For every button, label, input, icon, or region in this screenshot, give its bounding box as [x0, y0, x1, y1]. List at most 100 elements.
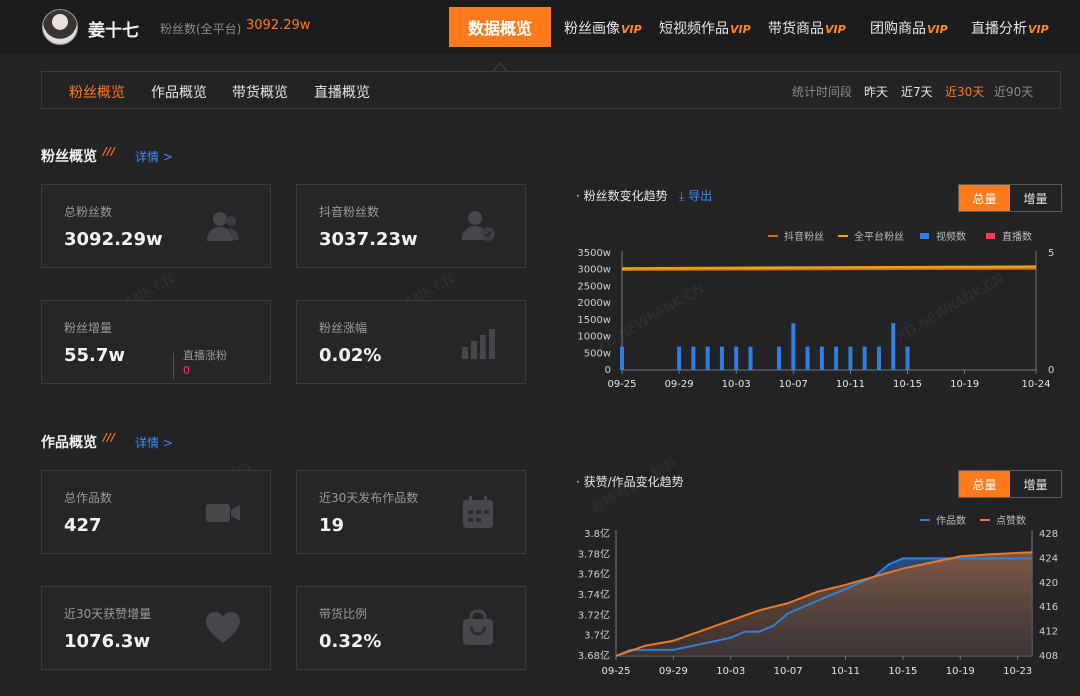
card-label: 抖音粉丝数: [319, 205, 380, 219]
legend-label: 抖音粉丝: [784, 230, 824, 243]
y-tick-label: 3500w: [577, 248, 611, 259]
x-tick-label: 10-07: [779, 379, 808, 390]
toggle-delta[interactable]: 增量: [1023, 191, 1048, 206]
card-value: 427: [64, 515, 102, 536]
toggle-delta[interactable]: 增量: [1023, 477, 1048, 492]
y-tick-label: 1000w: [577, 332, 611, 343]
card-label: 总粉丝数: [64, 205, 113, 219]
top-bar: 姜十七 粉丝数(全平台) 3092.29w 数据概览 粉丝画像VIP 短视频作品…: [0, 0, 1080, 54]
fans-section-title: 粉丝概览: [41, 149, 97, 165]
video-count-bar: [734, 346, 739, 370]
likes-area: [616, 552, 1032, 656]
y-tick-label: 3.78亿: [578, 547, 610, 560]
legend-label: 全平台粉丝: [854, 230, 904, 243]
douyin-fans-line: [621, 267, 1037, 271]
tab-works-overview[interactable]: 作品概览: [151, 85, 207, 101]
y-tick-label: 3.72亿: [578, 608, 610, 621]
nav-short-video[interactable]: 短视频作品VIP: [659, 18, 751, 38]
video-count-bar: [834, 346, 839, 370]
toggle-total[interactable]: 总量: [959, 471, 1010, 497]
card-goods-ratio: 带货比例 0.32%: [296, 586, 526, 670]
works-section-title: 作品概览: [41, 435, 97, 451]
vip-badge: VIP: [927, 23, 948, 36]
x-tick-label: 10-24: [1021, 379, 1050, 390]
y-right-tick-label: 420: [1039, 578, 1058, 589]
fans-label: 粉丝数(全平台): [160, 22, 242, 36]
period-30-days[interactable]: 近30天: [945, 85, 985, 99]
card-label: 总作品数: [64, 491, 113, 505]
nav-fans-portrait[interactable]: 粉丝画像VIP: [564, 18, 642, 38]
period-90-days[interactable]: 近90天: [994, 85, 1034, 99]
nav-label: 粉丝画像: [564, 21, 620, 37]
x-tick-label: 10-23: [1003, 666, 1032, 677]
y-right-tick-label: 428: [1039, 529, 1058, 540]
video-count-bar: [848, 346, 853, 370]
nav-live-analysis[interactable]: 直播分析VIP: [971, 18, 1049, 38]
vip-badge: VIP: [1028, 23, 1049, 36]
nav-group-buy[interactable]: 团购商品VIP: [870, 18, 948, 38]
toggle-total[interactable]: 总量: [959, 185, 1010, 211]
y-tick-label: 3.76亿: [578, 568, 610, 581]
nav-data-overview[interactable]: 数据概览: [449, 7, 551, 47]
section-marks: ///: [103, 145, 116, 158]
works-count-line: [615, 557, 1032, 657]
download-icon: ⤓: [679, 189, 685, 203]
y-tick-label: 1500w: [577, 315, 611, 326]
calendar-icon: [459, 493, 497, 531]
fans-chart-title: · 粉丝数变化趋势: [576, 187, 668, 204]
period-label: 统计时间段: [792, 85, 853, 99]
y-tick-label: 3000w: [577, 265, 611, 276]
y-tick-label: 2000w: [577, 298, 611, 309]
card-label: 近30天获赞增量: [64, 607, 152, 621]
x-tick-label: 10-03: [722, 379, 751, 390]
nav-caret-inner: [493, 64, 507, 72]
legend-label: 视频数: [936, 230, 966, 243]
card-fans-increase: 粉丝增量 55.7w 直播涨粉 0: [41, 300, 271, 384]
x-tick-label: 10-11: [836, 379, 865, 390]
video-count-bar: [805, 346, 810, 370]
y-tick-label: 0: [605, 365, 611, 376]
likes-chart-toggle: 总量 增量: [958, 470, 1062, 498]
nav-label: 带货商品: [768, 21, 824, 37]
y-tick-label: 3.68亿: [578, 649, 610, 662]
fans-detail-link[interactable]: 详情 >: [135, 150, 173, 164]
card-likes-30-days: 近30天获赞增量 1076.3w: [41, 586, 271, 670]
x-tick-label: 09-29: [659, 666, 688, 677]
card-label: 近30天发布作品数: [319, 491, 419, 505]
period-yesterday[interactable]: 昨天: [864, 85, 889, 99]
tab-goods-overview[interactable]: 带货概览: [232, 85, 288, 101]
nav-goods[interactable]: 带货商品VIP: [768, 18, 846, 38]
live-fans-value: 0: [183, 364, 190, 377]
shopping-bag-icon: [459, 609, 497, 647]
title-dot: ·: [576, 189, 584, 203]
card-works-30-days: 近30天发布作品数 19: [296, 470, 526, 554]
tab-fans-overview[interactable]: 粉丝概览: [69, 85, 125, 101]
nav-label: 团购商品: [870, 21, 926, 37]
card-label: 带货比例: [319, 607, 368, 621]
likes-trend-chart: 3.68亿 3.7亿 3.72亿 3.74亿 3.76亿 3.78亿 3.8亿 408 412 4…: [578, 514, 1058, 677]
y-right-tick-label: 416: [1039, 602, 1058, 613]
x-tick-label: 09-25: [601, 666, 630, 677]
export-button[interactable]: ⤓ 导出: [679, 187, 712, 204]
likes-chart-title: · 获赞/作品变化趋势: [576, 473, 684, 490]
nav-label: 直播分析: [971, 21, 1027, 37]
card-value: 0.02%: [319, 345, 382, 366]
likes-chart-title-text: 获赞/作品变化趋势: [583, 475, 684, 489]
export-label: 导出: [688, 189, 713, 203]
period-7-days[interactable]: 近7天: [901, 85, 933, 99]
likes-count-line: [615, 551, 1033, 657]
users-icon: [204, 207, 242, 245]
card-value: 3092.29w: [64, 229, 163, 250]
avatar[interactable]: [42, 9, 78, 45]
x-tick-label: 10-03: [716, 666, 745, 677]
card-value: 3037.23w: [319, 229, 418, 250]
section-marks: ///: [103, 431, 116, 444]
y-tick-label: 3.8亿: [584, 527, 610, 540]
x-tick-label: 10-19: [950, 379, 979, 390]
y-right-tick-label: 412: [1039, 627, 1058, 638]
tab-live-overview[interactable]: 直播概览: [314, 85, 370, 101]
works-detail-link[interactable]: 详情 >: [135, 436, 173, 450]
video-count-bar: [719, 346, 724, 370]
video-count-bar: [705, 346, 710, 370]
video-count-bar: [862, 346, 867, 370]
